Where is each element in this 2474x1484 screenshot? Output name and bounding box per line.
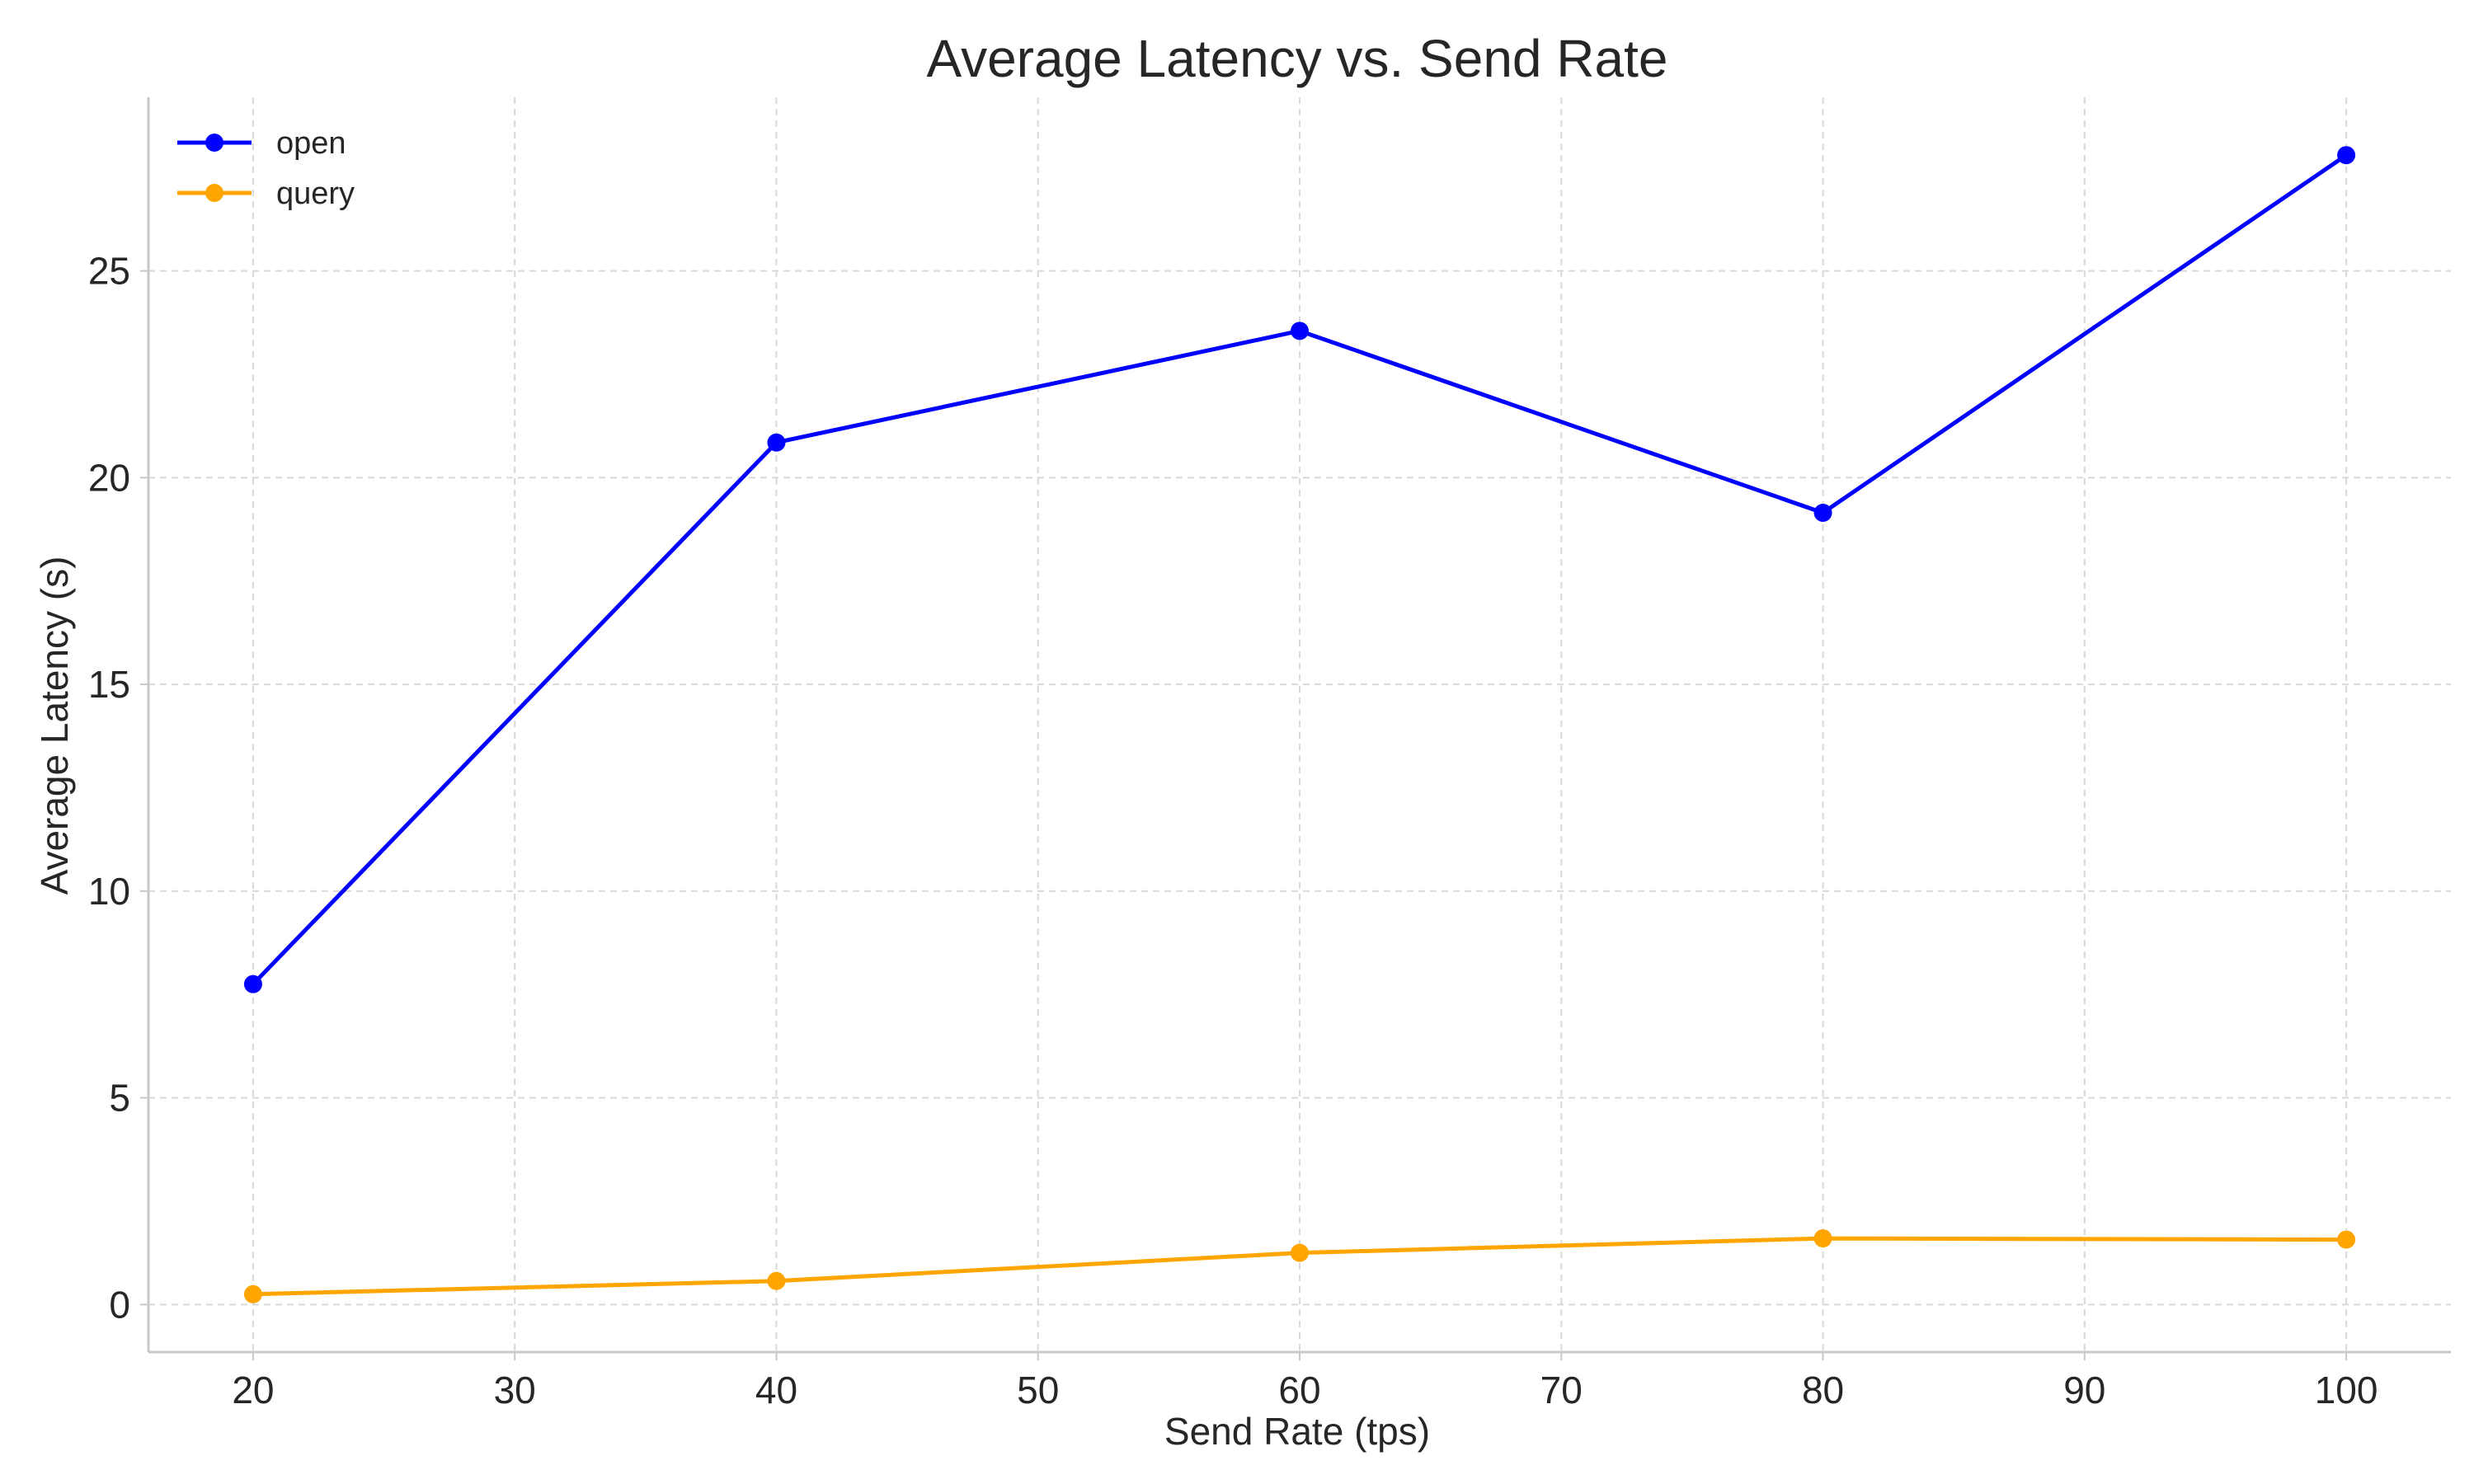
data-point-open [2337,146,2356,165]
series [243,146,2356,1303]
y-tick-label: 15 [88,663,130,706]
x-tick-label: 50 [1017,1369,1059,1411]
x-tick-label: 30 [494,1369,536,1411]
legend-marker-open [205,134,223,152]
data-point-query [1291,1243,1309,1262]
legend-label-open: open [276,126,346,161]
series-open [243,146,2356,993]
y-tick-label: 10 [88,870,130,913]
data-point-query [2337,1230,2356,1249]
x-tick-label: 40 [755,1369,797,1411]
y-tick-label: 5 [109,1077,130,1120]
legend-item-query: query [177,176,355,211]
y-axis-label: Average Latency (s) [33,556,76,895]
data-point-open [1291,322,1309,340]
x-tick-label: 60 [1278,1369,1320,1411]
data-point-open [1813,503,1832,522]
x-axis-ticks: 20 30 40 50 60 70 80 90 100 [232,1352,2378,1411]
x-tick-label: 70 [1540,1369,1583,1411]
y-axis-ticks: 0 5 10 15 20 25 [88,250,148,1326]
x-tick-label: 20 [232,1369,274,1411]
x-tick-label: 100 [2315,1369,2378,1411]
x-tick-label: 80 [1802,1369,1844,1411]
data-point-query [243,1284,262,1303]
data-point-query [767,1271,786,1290]
grid [148,97,2451,1352]
legend-marker-query [205,184,223,202]
y-tick-label: 0 [109,1283,130,1326]
series-query [243,1229,2356,1303]
legend: open query [177,126,355,211]
y-tick-label: 20 [88,456,130,499]
y-tick-label: 25 [88,250,130,293]
data-point-query [1813,1229,1832,1248]
chart-title: Average Latency vs. Send Rate [927,29,1668,88]
legend-item-open: open [177,126,346,161]
legend-label-query: query [276,176,355,211]
data-point-open [243,974,262,993]
x-tick-label: 90 [2063,1369,2105,1411]
x-axis-label: Send Rate (tps) [1164,1410,1430,1453]
data-point-open [767,433,786,452]
